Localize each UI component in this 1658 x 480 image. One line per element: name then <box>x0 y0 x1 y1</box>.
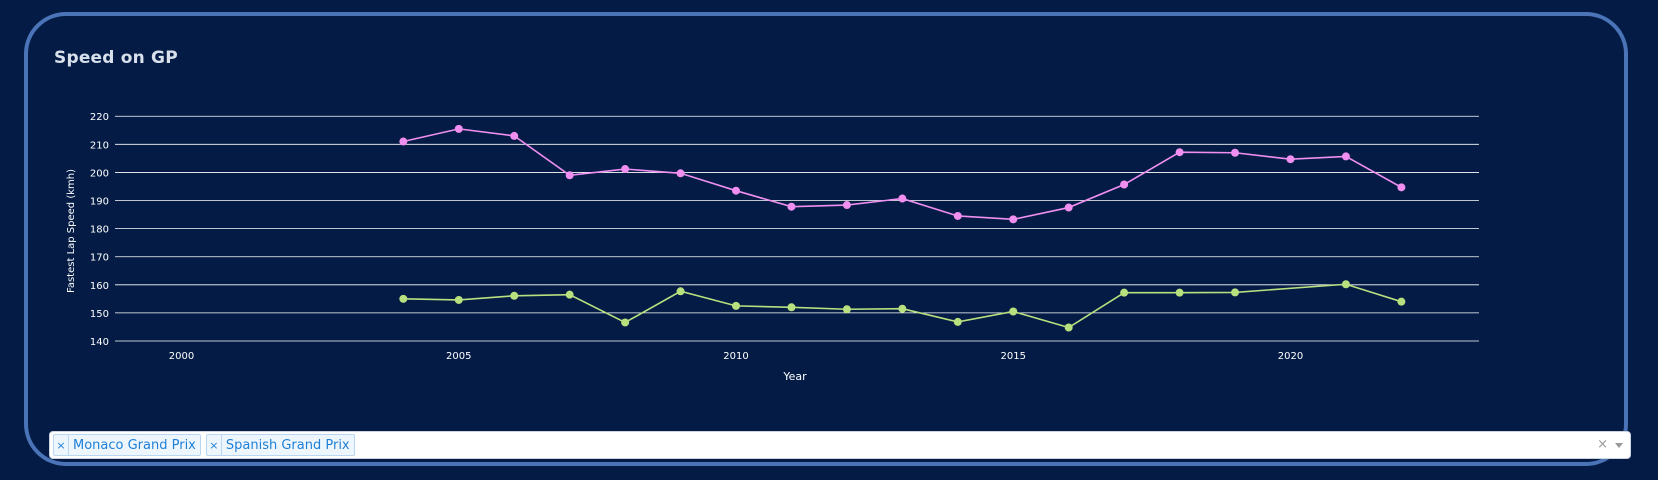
data-point[interactable] <box>1064 323 1073 332</box>
y-tick-label: 160 <box>90 281 109 292</box>
data-point[interactable] <box>565 290 574 299</box>
data-point[interactable] <box>1286 155 1295 164</box>
remove-tag-icon[interactable]: × <box>54 435 69 455</box>
data-point[interactable] <box>1064 203 1073 212</box>
y-tick-label: 150 <box>90 309 109 320</box>
speed-line-chart: 140 150 160 170 180 190 200 210 220 2000 2005 2010… <box>66 112 1479 383</box>
y-tick-labels: 140 150 160 170 180 190 200 210 220 <box>90 112 109 348</box>
x-tick-label: 2010 <box>723 351 748 362</box>
data-point[interactable] <box>621 318 630 327</box>
series-group <box>399 124 1406 332</box>
x-tick-label: 2005 <box>446 351 471 362</box>
data-point[interactable] <box>510 131 519 140</box>
y-tick-label: 220 <box>90 112 109 123</box>
data-point[interactable] <box>1341 152 1350 161</box>
series-line-1 <box>403 283 1402 329</box>
x-axis-label: Year <box>782 370 807 383</box>
clear-all-icon[interactable]: × <box>1597 437 1608 452</box>
data-point[interactable] <box>1231 148 1240 157</box>
remove-tag-icon[interactable]: × <box>207 435 222 455</box>
data-point[interactable] <box>787 303 796 312</box>
data-point[interactable] <box>842 201 851 210</box>
gridlines <box>115 115 1479 342</box>
tag-monaco-grand-prix: × Monaco Grand Prix <box>53 434 201 456</box>
data-point[interactable] <box>1231 288 1240 297</box>
x-tick-label: 2020 <box>1278 351 1303 362</box>
data-point[interactable] <box>1009 307 1018 316</box>
chart-card: Speed on GP 140 150 160 170 180 190 200 210 220 … <box>24 12 1631 466</box>
data-point[interactable] <box>454 295 463 304</box>
data-point[interactable] <box>953 317 962 326</box>
y-tick-label: 200 <box>90 168 109 179</box>
y-tick-label: 170 <box>90 253 109 264</box>
x-tick-label: 2015 <box>1001 351 1026 362</box>
data-point[interactable] <box>676 169 685 178</box>
grand-prix-multiselect[interactable]: × Monaco Grand Prix × Spanish Grand Prix… <box>49 431 1631 459</box>
y-axis-label: Fastest Lap Speed (kmh) <box>66 169 77 293</box>
data-point[interactable] <box>676 287 685 296</box>
data-point[interactable] <box>787 202 796 211</box>
y-tick-label: 140 <box>90 337 109 348</box>
data-point[interactable] <box>898 304 907 313</box>
tag-label: Monaco Grand Prix <box>73 437 196 453</box>
data-point[interactable] <box>732 301 741 310</box>
data-point[interactable] <box>510 291 519 300</box>
y-tick-label: 210 <box>90 140 109 151</box>
data-point[interactable] <box>1341 280 1350 289</box>
data-point[interactable] <box>842 305 851 314</box>
x-tick-labels: 2000 2005 2010 2015 2020 <box>169 351 1303 362</box>
y-tick-label: 190 <box>90 197 109 208</box>
data-point[interactable] <box>1175 288 1184 297</box>
data-point[interactable] <box>565 171 574 180</box>
data-point[interactable] <box>1120 288 1129 297</box>
tag-label: Spanish Grand Prix <box>225 437 350 453</box>
data-point[interactable] <box>621 165 630 174</box>
data-point[interactable] <box>1397 183 1406 192</box>
data-point[interactable] <box>732 186 741 195</box>
data-point[interactable] <box>1397 297 1406 306</box>
y-tick-label: 180 <box>90 225 109 236</box>
chevron-down-icon[interactable] <box>1615 443 1623 448</box>
data-point[interactable] <box>399 137 408 146</box>
data-point[interactable] <box>953 211 962 220</box>
data-point[interactable] <box>1009 215 1018 224</box>
data-point[interactable] <box>1175 148 1184 157</box>
x-tick-label: 2000 <box>169 351 194 362</box>
tag-spanish-grand-prix: × Spanish Grand Prix <box>205 434 355 456</box>
data-point[interactable] <box>454 124 463 133</box>
data-point[interactable] <box>399 294 408 303</box>
chart-title: Speed on GP <box>54 48 178 68</box>
series-line-0 <box>403 128 1402 221</box>
data-point[interactable] <box>898 194 907 203</box>
data-point[interactable] <box>1120 180 1129 189</box>
